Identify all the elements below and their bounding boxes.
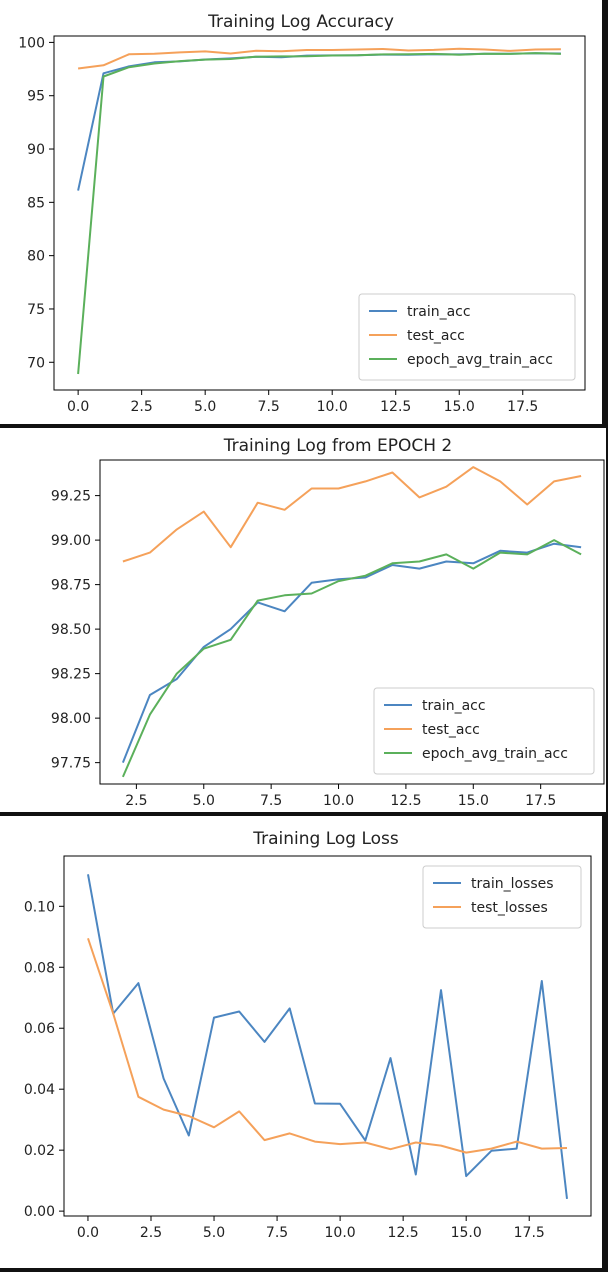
x-tick-label: 2.5 [131, 399, 153, 415]
x-tick-label: 12.5 [390, 793, 421, 809]
y-tick-label: 98.00 [51, 711, 91, 727]
y-tick-label: 0.00 [24, 1204, 55, 1220]
chart-title: Training Log Accuracy [207, 12, 394, 32]
x-tick-label: 7.5 [266, 1225, 288, 1241]
legend-box [358, 293, 576, 381]
y-tick-label: 0.10 [24, 899, 55, 915]
y-tick-label: 98.50 [51, 622, 91, 638]
x-tick-label: 17.5 [525, 793, 556, 809]
accuracy-chart-panel: Training Log Accuracy 0.0 2.5 5.0 7.5 10.0 12.… [0, 0, 602, 424]
y-tick-label: 95 [27, 89, 45, 105]
chart-title: Training Log from EPOCH 2 [223, 436, 452, 456]
series-line-train_acc [77, 52, 561, 191]
y-tick-label: 75 [27, 302, 45, 318]
series-line-epoch_avg_train_acc [77, 52, 561, 375]
x-tick-label: 17.5 [514, 1225, 545, 1241]
x-tick-label: 10.0 [317, 399, 348, 415]
series-line-test_acc [122, 466, 582, 563]
x-tick-label: 0.0 [67, 399, 89, 415]
y-tick-label: 0.02 [24, 1143, 55, 1159]
legend-box [422, 865, 582, 929]
x-tick-label: 2.5 [140, 1225, 162, 1241]
loss-chart-panel: Training Log Loss 0.0 2.5 5.0 7.5 10.0 12.5 15.… [0, 816, 602, 1268]
plot-frame [53, 35, 586, 391]
y-tick-label: 99.25 [51, 489, 91, 505]
y-tick-label: 0.04 [24, 1082, 55, 1098]
x-tick-label: 5.0 [203, 1225, 225, 1241]
y-tick-label: 0.08 [24, 960, 55, 976]
legend-label: test_losses [471, 900, 548, 916]
x-tick-label: 15.0 [444, 399, 475, 415]
legend-label: train_losses [471, 876, 554, 892]
plot-frame [99, 459, 605, 785]
y-tick-label: 70 [27, 355, 45, 371]
y-tick-label: 98.25 [51, 667, 91, 683]
x-tick-label: 12.5 [380, 399, 411, 415]
x-tick-label: 7.5 [258, 399, 280, 415]
series-line-test_losses [87, 937, 568, 1154]
plot-frame [63, 855, 592, 1217]
legend-label: test_acc [407, 328, 465, 344]
accuracy-chart: Training Log Accuracy 0.0 2.5 5.0 7.5 10.0 12.… [18, 12, 586, 415]
y-tick-label: 97.75 [51, 756, 91, 772]
legend-box [373, 687, 595, 775]
y-tick-label: 0.06 [24, 1021, 55, 1037]
y-tick-label: 100 [18, 35, 45, 51]
y-tick-label: 80 [27, 249, 45, 265]
epoch2-chart-panel: Training Log from EPOCH 2 2.5 5.0 7.5 10.0 12… [0, 428, 606, 812]
legend-label: epoch_avg_train_acc [407, 352, 553, 368]
chart-title: Training Log Loss [252, 829, 399, 849]
x-tick-label: 15.0 [451, 1225, 482, 1241]
x-tick-label: 7.5 [260, 793, 282, 809]
y-tick-label: 99.00 [51, 533, 91, 549]
x-tick-label: 5.0 [193, 793, 215, 809]
legend-label: train_acc [422, 698, 486, 714]
x-tick-label: 10.0 [323, 793, 354, 809]
loss-chart: Training Log Loss 0.0 2.5 5.0 7.5 10.0 12.5 15.… [24, 829, 592, 1241]
legend-label: test_acc [422, 722, 480, 738]
x-tick-label: 10.0 [325, 1225, 356, 1241]
x-tick-label: 17.5 [507, 399, 538, 415]
legend-label: epoch_avg_train_acc [422, 746, 568, 762]
y-tick-label: 98.75 [51, 578, 91, 594]
series-line-test_acc [77, 47, 561, 70]
y-tick-label: 90 [27, 142, 45, 158]
x-tick-label: 2.5 [125, 793, 147, 809]
legend-label: train_acc [407, 304, 471, 320]
epoch2-chart: Training Log from EPOCH 2 2.5 5.0 7.5 10.0 12… [51, 436, 605, 809]
x-tick-label: 0.0 [77, 1225, 99, 1241]
x-tick-label: 5.0 [194, 399, 216, 415]
x-tick-label: 12.5 [388, 1225, 419, 1241]
x-tick-label: 15.0 [458, 793, 489, 809]
series-line-train_losses [87, 874, 568, 1200]
series-line-epoch_avg_train_acc [121, 539, 582, 778]
y-tick-label: 85 [27, 195, 45, 211]
